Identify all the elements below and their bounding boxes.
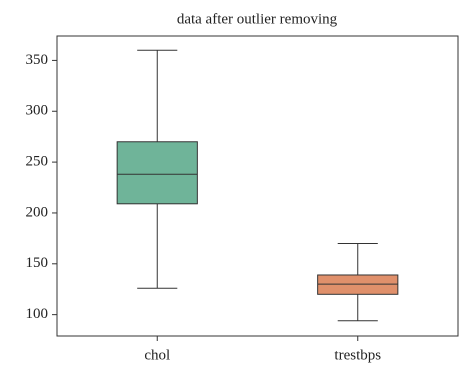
x-tick-label: trestbps <box>334 347 381 363</box>
y-tick-label: 200 <box>26 204 49 220</box>
y-tick-label: 150 <box>26 255 49 271</box>
plot-frame <box>56 35 459 337</box>
box <box>116 141 198 205</box>
y-tick-label: 100 <box>26 306 49 322</box>
y-tick-label: 350 <box>26 52 49 68</box>
box <box>317 274 399 295</box>
y-tick-label: 300 <box>26 103 49 119</box>
chart-title: data after outlier removing <box>177 11 338 27</box>
y-tick-label: 250 <box>26 154 49 170</box>
x-tick-label: chol <box>144 347 170 363</box>
